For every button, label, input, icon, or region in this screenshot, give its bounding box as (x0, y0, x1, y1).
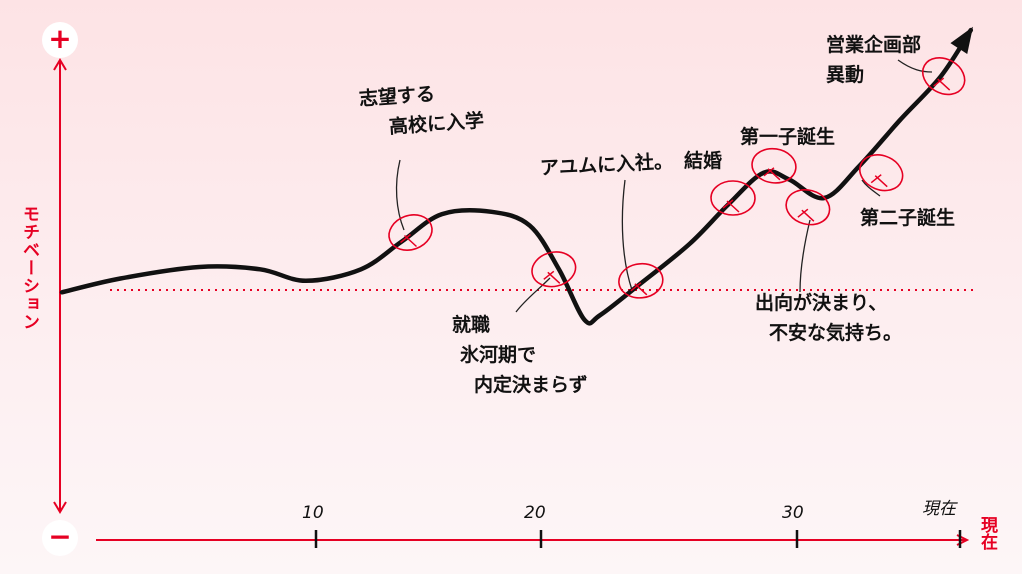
event-tick-mark (870, 174, 888, 188)
event-label-job-hunting: 就職 氷河期で 内定決まらず (452, 310, 588, 400)
label-line: 異動 (826, 64, 865, 86)
label-line: 出向が決まり、 (755, 292, 888, 314)
event-label-transfer: 営業企画部 異動 (826, 30, 921, 90)
event-label-secondment: 出向が決まり、 不安な気持ち。 (755, 288, 902, 348)
motivation-curve (59, 27, 974, 326)
event-circle (531, 251, 577, 288)
plus-marker: + (42, 22, 78, 58)
leader-line (799, 219, 811, 293)
label-line: 結婚 (684, 150, 723, 172)
event-circle (388, 214, 433, 251)
event-label-first-child: 第一子誕生 (740, 122, 835, 152)
event-tick-mark (797, 208, 815, 222)
label-line: 第一子誕生 (740, 126, 836, 148)
event-circle (921, 57, 966, 96)
event-tick-mark (543, 270, 561, 284)
tick-label: 20 (524, 503, 546, 523)
minus-marker: − (42, 520, 78, 556)
tick-label: 現在 (922, 499, 956, 519)
event-marker (785, 189, 831, 226)
curve-arrowhead (950, 26, 973, 55)
label-line: 第二子誕生 (860, 207, 956, 229)
label-line: 就職 (452, 314, 491, 336)
event-circle (710, 180, 756, 216)
leader-line (395, 159, 405, 231)
event-label-high-school: 志望する 高校に入学 (358, 76, 485, 144)
tick-label: 30 (782, 503, 804, 523)
label-line: 営業企画部 (826, 34, 922, 56)
y-axis-arrow-up (53, 58, 67, 71)
x-axis-end-label: 現在 (977, 516, 997, 550)
label-line: 氷河期で (460, 344, 537, 366)
event-marker (531, 251, 577, 288)
leader-line (621, 179, 633, 291)
event-marker (710, 180, 756, 216)
event-marker (388, 214, 433, 251)
event-tick-mark (400, 233, 418, 248)
event-tick-mark (722, 199, 740, 213)
event-tick-mark (630, 282, 648, 296)
event-circle (785, 189, 831, 226)
event-tick-mark (763, 167, 781, 181)
leader-line (515, 277, 551, 313)
event-marker (751, 147, 797, 184)
leader-line (861, 179, 881, 197)
event-circle (859, 154, 904, 192)
label-line: 内定決まらず (474, 374, 588, 396)
y-axis-arrow-down (53, 501, 67, 514)
leader-line (897, 59, 933, 73)
event-marker (618, 262, 664, 299)
event-label-second-child: 第二子誕生 (860, 203, 955, 233)
tick-label: 10 (302, 503, 324, 523)
event-circle (618, 262, 664, 299)
event-marker (921, 57, 966, 96)
event-marker (859, 154, 904, 192)
event-circle (751, 147, 797, 184)
y-axis-label: モチベーション (19, 205, 39, 331)
label-line: 不安な気持ち。 (769, 322, 903, 344)
event-label-marriage: 結婚 (684, 146, 722, 176)
event-tick-mark (933, 77, 951, 91)
